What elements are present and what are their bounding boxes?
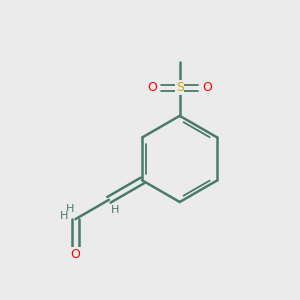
Text: S: S xyxy=(176,81,184,94)
Text: O: O xyxy=(147,81,157,94)
Text: O: O xyxy=(70,248,80,261)
Text: H: H xyxy=(66,204,74,214)
Text: H: H xyxy=(60,211,68,221)
Text: O: O xyxy=(202,81,212,94)
Text: H: H xyxy=(110,205,119,214)
